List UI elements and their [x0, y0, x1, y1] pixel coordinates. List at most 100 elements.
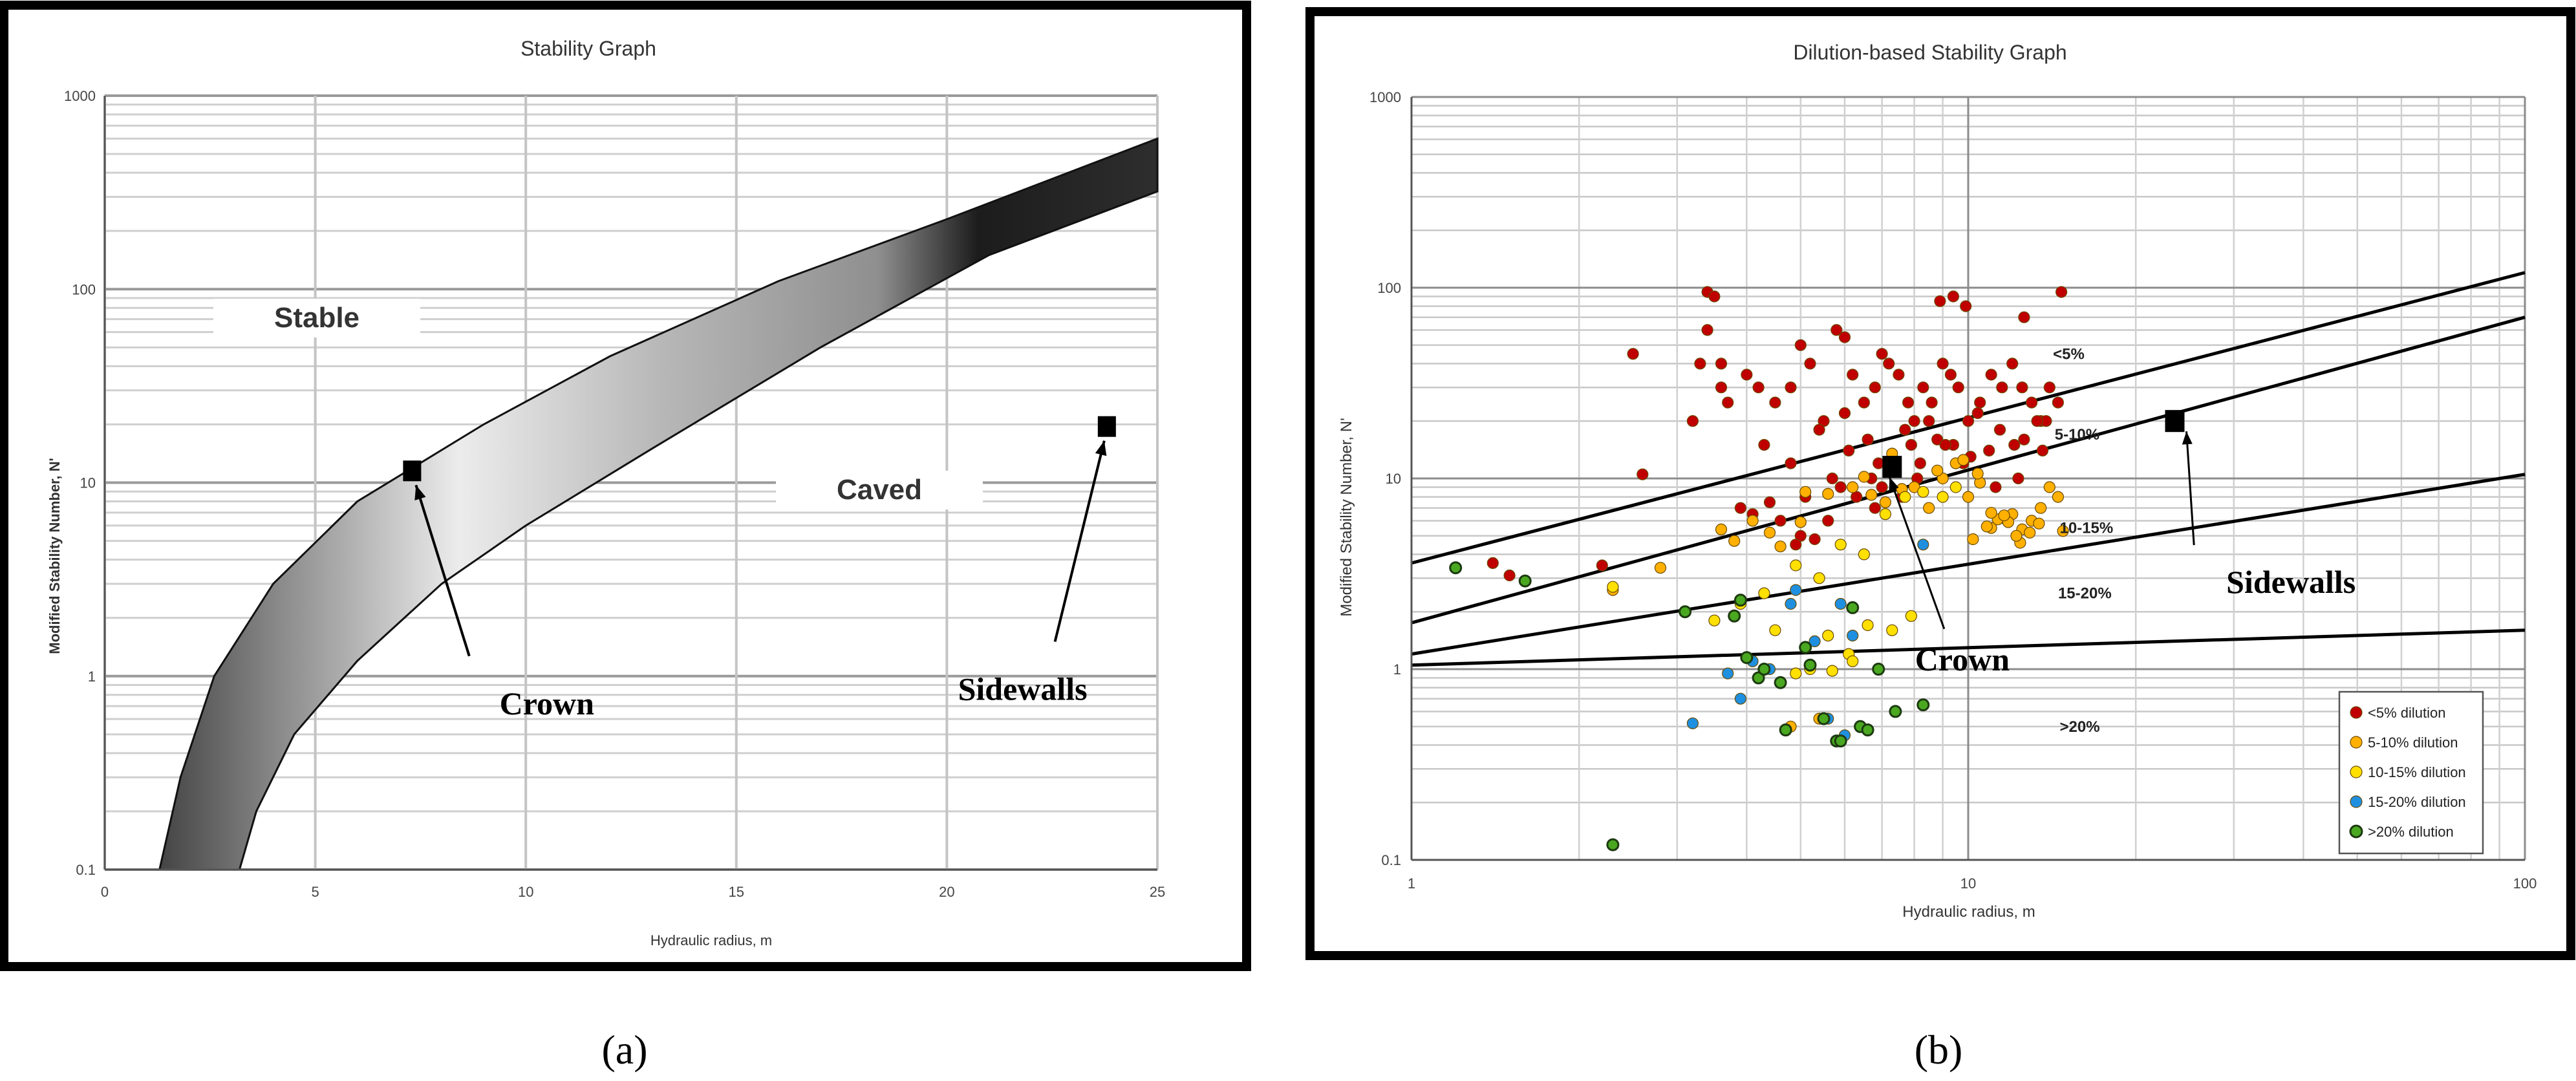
panel-b-x-tick-label: 100 [2513, 875, 2537, 892]
panel-b-data-point [1741, 369, 1753, 381]
panel-a-zone-labels: Stable Caved [213, 299, 983, 509]
caved-label-bg [776, 471, 983, 509]
panel-b-data-point [2033, 517, 2045, 530]
panel-b-data-point [1813, 572, 1825, 584]
panel-b-data-point [1637, 468, 1649, 480]
panel-b-data-point [2057, 525, 2069, 537]
panel-b-data-point [1708, 614, 1721, 626]
panel-b-crown-marker [1882, 456, 1902, 478]
panel-b-caption: (b) [1915, 1027, 1963, 1073]
panel-b-data-point [1686, 717, 1699, 729]
panel-b-data-point [1957, 454, 1970, 466]
panel-b-legend-swatch [2350, 765, 2363, 778]
panel-b-y-axis-label: Modified Stability Number, N' [1338, 418, 1355, 616]
panel-b-data-point [1847, 655, 1859, 667]
panel-b-data-point [1715, 523, 1728, 536]
panel-b-data-point [1934, 295, 1946, 307]
panel-b-data-point [1876, 481, 1888, 493]
panel-a-sidewalls-label: Sidewalls [958, 670, 1088, 707]
panel-b-data-point [1790, 559, 1802, 572]
panel-b-data-point [1728, 609, 1741, 623]
panel-b-data-point [2024, 526, 2036, 539]
panel-b-data-point [2052, 396, 2064, 409]
panel-b-data-point [1758, 438, 1770, 451]
panel-b-data-point [1722, 667, 1734, 680]
panel-b-data-points [1449, 286, 2069, 851]
panel-b-data-point [1838, 407, 1851, 420]
panel-a-caption: (a) [601, 1027, 647, 1073]
panel-a-x-tick-label: 0 [101, 884, 109, 900]
panel-b-legend: <5% dilution 5-10% dilution 10-15% dilutio… [2338, 690, 2484, 855]
panel-b-data-point [1607, 581, 1619, 593]
panel-b-boundary-line [1411, 316, 2526, 625]
panel-b-zone-labels: <5% 5-10% 10-15% 15-20% >20% [2053, 345, 2113, 736]
panel-b-legend-label: 5-10% dilution [2368, 734, 2458, 751]
panel-b-data-point [1858, 548, 1870, 561]
panel-b-data-point [2043, 481, 2055, 493]
panel-b-data-point [1858, 396, 1870, 409]
panel-b-data-point [1902, 396, 1915, 409]
panel-b-data-point [2055, 286, 2068, 298]
panel-a: Stability Graph Stable Caved 0 5 10 15 20 250… [0, 1, 1251, 971]
panel-b-data-point [1758, 587, 1770, 599]
panel-a-x-axis-label: Hydraulic radius, m [650, 932, 772, 948]
panel-b-data-point [1916, 698, 1930, 712]
panel-b-crown-label: Crown [1915, 641, 2010, 678]
panel-b-data-point [1962, 415, 1975, 427]
panel-b-title: Dilution-based Stability Graph [1793, 41, 2066, 64]
panel-b-data-point [1858, 471, 1870, 483]
panel-a-y-tick-label: 0.1 [76, 862, 96, 878]
panel-b-data-point [1746, 515, 1759, 527]
panel-b-zone-label: 15-20% [2058, 585, 2112, 603]
panel-a-crown-label: Crown [500, 685, 595, 722]
panel-b-markers: Crown Sidewalls [1882, 410, 2356, 678]
panel-b-data-point [1905, 438, 1917, 451]
panel-b-data-point [1971, 467, 1984, 480]
panel-a-x-tick-label: 15 [729, 884, 744, 900]
panel-b-data-point [1449, 561, 1463, 575]
panel-a-crown-arrow [414, 484, 471, 657]
panel-b-data-point [1949, 481, 1962, 493]
panel-b-data-point [1937, 358, 1949, 370]
panel-b-data-point [1769, 396, 1781, 409]
panel-b-data-point [1834, 734, 1847, 748]
panel-b-data-point [2006, 358, 2019, 370]
panel-b-legend-label: 15-20% dilution [2368, 794, 2466, 810]
panel-b-data-point [1905, 610, 1917, 622]
panel-b-sidewalls-label: Sidewalls [2226, 564, 2356, 600]
panel-b-data-point [1974, 396, 1986, 409]
panel-b-y-tick-label: 0.1 [1381, 852, 1401, 868]
panel-b-data-point [1967, 533, 1979, 546]
panel-b-y-tick-label: 100 [1377, 280, 1401, 296]
panel-b-data-point [1779, 723, 1792, 736]
panel-a-y-tick-label: 1000 [64, 88, 96, 104]
panel-b-data-point [1830, 324, 1843, 336]
panel-b-data-point [1983, 444, 1995, 457]
panel-b-y-tick-label: 1000 [1369, 89, 1401, 105]
panel-b-legend-swatch [2350, 706, 2363, 719]
panel-b-data-point [1862, 619, 1874, 632]
panel-b-data-point [1865, 489, 1878, 501]
panel-b-legend-box [2338, 690, 2484, 855]
panel-b-data-point [1809, 533, 1821, 546]
panel-b-data-point [1822, 487, 1834, 500]
panel-b-data-point [1869, 381, 1881, 394]
panel-b-data-point [1923, 502, 1935, 514]
panel-b-data-point [1998, 509, 2010, 522]
panel-b-data-point [1740, 651, 1754, 665]
panel-b-data-point [2008, 438, 2021, 451]
panel-a-band [158, 137, 1159, 871]
panel-b-data-point [1947, 290, 1959, 303]
panel-b-data-point [1790, 584, 1802, 596]
panel-b-data-point [1917, 381, 1929, 394]
panel-b-legend-label: >20% dilution [2368, 824, 2454, 840]
panel-b-data-point [1985, 369, 1997, 381]
panel-b-sidewalls-marker [2165, 410, 2185, 433]
panel-b-data-point [1926, 396, 1938, 409]
panel-b-data-point [1917, 539, 1929, 551]
panel-b-data-point [1817, 712, 1830, 725]
panel-b-data-point [2052, 491, 2064, 503]
panel-b-data-point [1838, 331, 1851, 343]
panel-b-data-point [1804, 358, 1816, 370]
